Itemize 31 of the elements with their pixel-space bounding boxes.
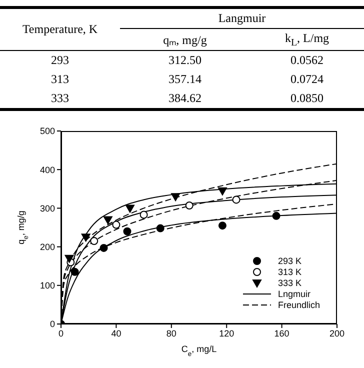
y-tick-label: 0 (50, 319, 55, 330)
text: 0.0724 (290, 72, 324, 86)
legend-label: Lngmuir (278, 288, 311, 298)
legend-label: 333 K (278, 278, 302, 288)
legend-label: 313 K (278, 266, 302, 276)
legend-label: 293 K (278, 256, 302, 266)
x-tick-label: 200 (329, 328, 345, 338)
x-tick-label: 0 (58, 328, 64, 338)
y-tick-label: 200 (40, 242, 55, 252)
text: k$_{L}$, L/mg (284, 31, 330, 48)
x-axis-title: C$_{e}$, mg/L (181, 344, 217, 358)
y-tick-label: 400 (40, 164, 55, 175)
y-tick-label: 100 (40, 280, 55, 291)
x-tick-label: 120 (219, 328, 234, 338)
legend-label: Freundlich (278, 300, 320, 310)
text: 0.0850 (290, 91, 324, 106)
x-tick-label: 80 (166, 328, 176, 338)
text: 333 (51, 91, 69, 106)
text: 0.0562 (290, 53, 324, 68)
text: Langmuir (218, 11, 266, 25)
text: Temperature, K (22, 22, 98, 36)
text: 293 (51, 53, 69, 68)
x-tick-label: 160 (274, 328, 290, 338)
text: 312.50 (168, 53, 202, 68)
text: 384.62 (168, 91, 202, 106)
y-tick-label: 300 (40, 203, 55, 214)
y-tick-label: 500 (40, 126, 55, 136)
x-tick-label: 40 (111, 328, 122, 338)
text: 313 (51, 72, 69, 86)
text: 357.14 (168, 72, 202, 86)
text: qₘ, mg/g (163, 33, 207, 48)
